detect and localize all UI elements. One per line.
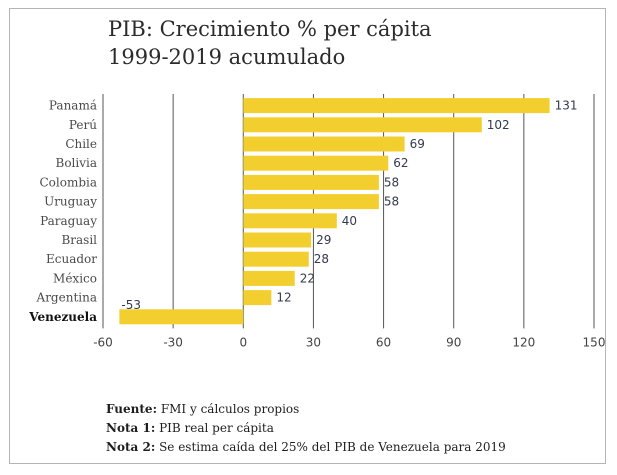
bar-uruguay [243,194,379,210]
category-labels: Panamá Perú Chile Bolivia Colombia Uruguay Par… [28,99,97,324]
category-label-peru: Perú [69,118,97,132]
chart-subtitle: 1999-2019 acumulado [108,45,346,69]
value-label-panama: 131 [555,99,578,113]
bar-chart: Panamá Perú Chile Bolivia Colombia Uruguay Par… [28,94,605,349]
x-tick-labels: -60 -30 0 30 60 90 120 150 [93,335,605,349]
category-label-uruguay: Uruguay [44,195,97,209]
bars [119,98,550,325]
x-tick-label: 0 [239,335,247,349]
note-2-text: Se estima caída del 25% del PIB de Venez… [155,440,506,454]
bar-brasil [243,232,312,248]
bar-peru [243,117,482,133]
category-label-brasil: Brasil [61,233,97,247]
value-label-peru: 102 [487,118,510,132]
category-label-colombia: Colombia [39,175,97,189]
category-label-chile: Chile [65,137,97,151]
x-tick-label: -60 [93,335,113,349]
note-1: Nota 1: PIB real per cápita [106,419,506,438]
x-tick-label: 60 [376,335,391,349]
bar-paraguay [243,213,337,229]
bar-panama [243,98,550,114]
x-tick-label: 150 [583,335,606,349]
value-label-brasil: 29 [316,233,331,247]
bar-mexico [243,270,295,286]
note-source-text: FMI y cálculos propios [157,402,300,416]
category-label-argentina: Argentina [36,291,97,305]
note-1-label: Nota 1: [106,421,156,435]
value-label-mexico: 22 [300,271,315,285]
bar-ecuador [243,251,309,267]
x-tick-label: 120 [512,335,535,349]
grid-lines [102,94,595,329]
value-label-venezuela: -53 [121,298,141,312]
value-label-ecuador: 28 [314,252,329,266]
value-label-chile: 69 [410,137,425,151]
note-source-label: Fuente: [106,402,157,416]
x-tick-label: 30 [306,335,321,349]
category-label-mexico: México [53,271,97,285]
bar-argentina [243,290,272,306]
bar-chile [243,136,405,152]
note-source: Fuente: FMI y cálculos propios [106,400,506,419]
value-label-uruguay: 58 [384,195,399,209]
note-1-text: PIB real per cápita [155,421,274,435]
note-2: Nota 2: Se estima caída del 25% del PIB … [106,438,506,457]
bar-colombia [243,174,379,190]
bar-bolivia [243,155,389,171]
value-label-argentina: 12 [276,291,291,305]
chart-title: PIB: Crecimiento % per cápita [108,17,432,41]
value-label-colombia: 58 [384,175,399,189]
category-label-panama: Panamá [49,99,97,113]
category-label-paraguay: Paraguay [40,214,97,228]
value-label-bolivia: 62 [393,156,408,170]
notes: Fuente: FMI y cálculos propios Nota 1: P… [106,400,506,457]
category-label-venezuela: Venezuela [28,310,97,324]
note-2-label: Nota 2: [106,440,156,454]
category-label-ecuador: Ecuador [46,252,97,266]
x-tick-label: 90 [446,335,461,349]
x-tick-label: -30 [163,335,183,349]
bar-venezuela [119,309,244,325]
value-label-paraguay: 40 [342,214,357,228]
category-label-bolivia: Bolivia [56,156,98,170]
